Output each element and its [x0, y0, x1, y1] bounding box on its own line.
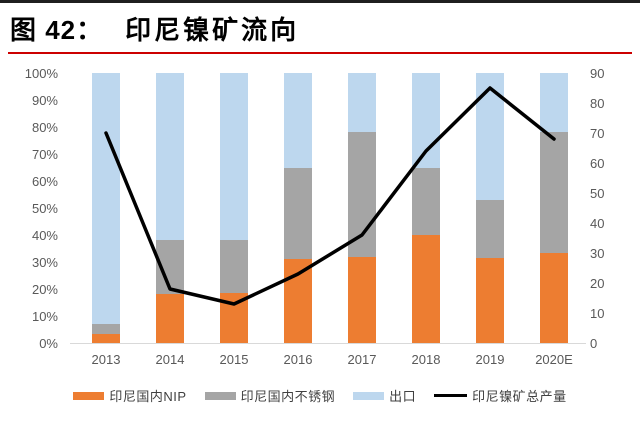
bar-segment-印尼国内NIP: [220, 293, 248, 343]
right-axis-tick: 20: [590, 276, 605, 291]
figure-title: 图 42： 印尼镍矿流向: [10, 10, 630, 47]
x-axis-label: 2017: [347, 352, 377, 367]
bar-segment-印尼国内NIP: [540, 252, 568, 343]
nickel-ore-flow-chart: 100% 90% 80% 70% 60% 50% 40% 30% 20% 10% 0% 90 80 70…: [0, 60, 640, 380]
right-axis-tick: 90: [590, 66, 605, 81]
left-axis-tick: 60%: [31, 174, 58, 189]
left-axis-tick: 10%: [31, 309, 58, 324]
bar-segment-出口: [284, 73, 312, 168]
bar-segment-印尼国内不锈钢: [284, 167, 312, 260]
bar-segment-印尼国内NIP: [348, 256, 376, 343]
left-axis-tick: 100%: [24, 66, 58, 81]
bar-segment-印尼国内NIP: [284, 259, 312, 343]
bar-segment-印尼国内不锈钢: [92, 324, 120, 334]
legend-item-印尼国内不锈钢: 印尼国内不锈钢: [204, 386, 336, 405]
title-underline: [8, 52, 632, 54]
x-axis-label: 2013: [91, 352, 121, 367]
legend-label: 印尼国内不锈钢: [240, 389, 336, 404]
right-axis-tick: 30: [590, 246, 605, 261]
x-axis-label: 2014: [155, 352, 185, 367]
x-axis-label: 2016: [283, 352, 313, 367]
top-divider: [0, 0, 640, 3]
legend-item-印尼镍矿总产量: 印尼镍矿总产量: [434, 386, 567, 405]
bar-segment-出口: [348, 73, 376, 133]
right-axis-tick: 10: [590, 306, 605, 321]
bar-segment-出口: [92, 73, 120, 325]
left-axis-tick: 30%: [31, 255, 58, 270]
left-axis-tick: 50%: [31, 201, 58, 216]
legend-label: 出口: [389, 389, 417, 404]
legend-color-swatch-icon: [73, 391, 105, 400]
bar-segment-印尼国内NIP: [476, 257, 504, 343]
left-axis-tick: 40%: [31, 228, 58, 243]
bar-segment-印尼国内不锈钢: [476, 199, 504, 258]
legend-item-出口: 出口: [353, 386, 416, 405]
x-axis-label: 2015: [219, 352, 249, 367]
bar-segment-印尼国内NIP: [412, 235, 440, 343]
axis-baseline: [70, 343, 586, 344]
left-axis-tick: 70%: [31, 147, 58, 162]
right-axis-tick: 60: [590, 156, 605, 171]
bar-segment-出口: [156, 73, 184, 241]
left-axis-tick: 0%: [39, 336, 58, 351]
bar-segment-印尼国内NIP: [156, 294, 184, 343]
right-axis-tick: 80: [590, 96, 605, 111]
bar-segment-印尼国内不锈钢: [220, 240, 248, 294]
x-axis-label: 2018: [411, 352, 441, 367]
bar-segment-印尼国内不锈钢: [540, 132, 568, 253]
legend-label: 印尼国内NIP: [109, 389, 187, 404]
left-axis-tick: 20%: [31, 282, 58, 297]
bar-segment-出口: [412, 73, 440, 168]
right-axis-tick: 40: [590, 216, 605, 231]
bar-segment-印尼国内NIP: [92, 333, 120, 343]
legend: 印尼国内NIP 印尼国内不锈钢 出口 印尼镍矿总产量: [0, 386, 640, 405]
legend-label: 印尼镍矿总产量: [472, 389, 567, 404]
bar-segment-印尼国内不锈钢: [348, 132, 376, 257]
figure-number-label: 图 42：: [10, 15, 104, 45]
figure-title-text: 印尼镍矿流向: [125, 15, 300, 45]
right-axis-tick: 70: [590, 126, 605, 141]
bar-segment-出口: [540, 73, 568, 133]
right-axis-tick: 50: [590, 186, 605, 201]
left-axis-tick: 90%: [31, 93, 58, 108]
legend-color-swatch-icon: [204, 391, 236, 400]
bar-segment-印尼国内不锈钢: [156, 240, 184, 295]
legend-item-印尼国内NIP: 印尼国内NIP: [73, 386, 186, 405]
x-axis-label: 2019: [475, 352, 505, 367]
left-axis-tick: 80%: [31, 120, 58, 135]
right-axis-tick: 0: [590, 336, 598, 351]
legend-line-swatch-icon: [434, 393, 468, 398]
bar-segment-印尼国内不锈钢: [412, 167, 440, 235]
x-axis-label: 2020E: [535, 352, 573, 367]
bar-segment-出口: [220, 73, 248, 241]
legend-color-swatch-icon: [353, 391, 385, 400]
bar-segment-出口: [476, 73, 504, 200]
